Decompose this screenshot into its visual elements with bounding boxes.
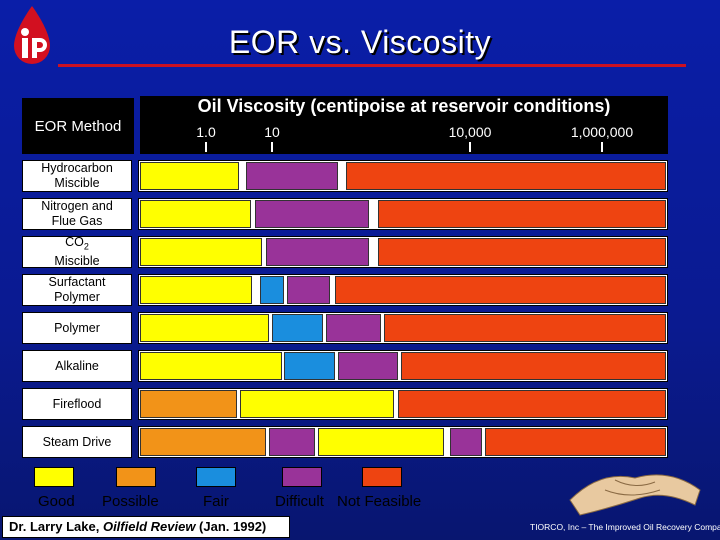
x-tick-label: 1,000,000 bbox=[570, 124, 634, 140]
bar-segment-not-feasible bbox=[377, 200, 666, 228]
bar-segment-difficult bbox=[325, 314, 382, 342]
legend-swatch bbox=[282, 467, 322, 487]
x-tick-mark bbox=[205, 142, 207, 152]
row-label-line: Polymer bbox=[54, 320, 100, 335]
bar-segment-not-feasible bbox=[377, 238, 666, 266]
bar-segment-good bbox=[140, 276, 253, 304]
row-label-line: Polymer bbox=[54, 290, 100, 304]
company-logo bbox=[14, 6, 50, 64]
row-label: Fireflood bbox=[22, 388, 132, 420]
x-tick-mark bbox=[271, 142, 273, 152]
bar-segment-difficult bbox=[287, 276, 330, 304]
row-label-text: Surfactant Polymer bbox=[49, 275, 106, 305]
bar-segment-good bbox=[140, 314, 269, 342]
bar-segment-not-feasible bbox=[400, 352, 666, 380]
bar-segment-good bbox=[240, 390, 394, 418]
legend-label: Not Feasible bbox=[337, 493, 422, 510]
row-label-text: Hydrocarbon Miscible bbox=[41, 161, 113, 191]
axis-header: Oil Viscosity (centipoise at reservoir c… bbox=[140, 96, 668, 154]
row-label-line: Miscible bbox=[54, 254, 100, 269]
title-divider bbox=[58, 64, 686, 67]
x-tick-mark bbox=[469, 142, 471, 152]
x-tick-label: 1.0 bbox=[196, 124, 216, 140]
legend-swatch bbox=[362, 467, 402, 487]
legend-label: Fair bbox=[203, 493, 229, 510]
row-label-line: Steam Drive bbox=[42, 434, 112, 449]
row-label-text: CO2 Miscible bbox=[54, 235, 99, 270]
x-tick-mark bbox=[601, 142, 603, 152]
citation-author: Dr. Larry Lake, bbox=[9, 519, 103, 534]
row-label: Polymer bbox=[22, 312, 132, 344]
bar-segment-not-feasible bbox=[345, 162, 666, 190]
row-label-text: Polymer bbox=[54, 321, 100, 336]
bar-segment-difficult bbox=[450, 428, 482, 456]
legend-swatch bbox=[116, 467, 156, 487]
bar-segment-difficult bbox=[245, 162, 338, 190]
row-label-line: Miscible bbox=[54, 176, 100, 190]
citation-date: (Jan. 1992) bbox=[195, 519, 267, 534]
bar-segment-difficult bbox=[254, 200, 370, 228]
legend-swatch bbox=[34, 467, 74, 487]
row-label: Steam Drive bbox=[22, 426, 132, 458]
legend-label: Good bbox=[38, 493, 75, 510]
bar-segment-difficult bbox=[268, 428, 316, 456]
bar-segment-not-feasible bbox=[485, 428, 666, 456]
bar-segment-difficult bbox=[338, 352, 398, 380]
bar-segment-difficult bbox=[265, 238, 370, 266]
x-axis-title: Oil Viscosity (centipoise at reservoir c… bbox=[197, 96, 611, 116]
bar-segment-fair bbox=[259, 276, 284, 304]
bar-segment-not-feasible bbox=[397, 390, 666, 418]
bar-segment-not-feasible bbox=[384, 314, 666, 342]
row-label-line: Hydrocarbon bbox=[41, 161, 113, 175]
x-tick-label: 10 bbox=[264, 124, 280, 140]
row-label-text: Alkaline bbox=[55, 359, 99, 374]
bar-segment-fair bbox=[272, 314, 324, 342]
row-label-line: Fireflood bbox=[52, 396, 102, 411]
footer-text: TIORCO, Inc – The Improved Oil Recovery … bbox=[530, 522, 720, 532]
bar-segment-good bbox=[140, 162, 240, 190]
row-label: Alkaline bbox=[22, 350, 132, 382]
row-label-line: Nitrogen and bbox=[41, 199, 113, 213]
legend-label: Possible bbox=[102, 493, 159, 510]
bar-segment-good bbox=[140, 238, 262, 266]
bar-segment-possible bbox=[140, 390, 238, 418]
bar-segment-not-feasible bbox=[334, 276, 666, 304]
row-label-line: Surfactant bbox=[48, 275, 106, 289]
row-label: Nitrogen and Flue Gas bbox=[22, 198, 132, 230]
row-label-line: Flue Gas bbox=[51, 214, 103, 228]
bar-segment-good bbox=[140, 352, 282, 380]
legend-swatch bbox=[196, 467, 236, 487]
row-label-subscript: 2 bbox=[83, 241, 89, 252]
x-tick-label: 10,000 bbox=[448, 124, 492, 140]
citation-journal: Oilfield Review bbox=[102, 519, 196, 534]
bar-segment-good bbox=[140, 200, 251, 228]
row-label-line: CO bbox=[65, 234, 84, 249]
row-label-text: Steam Drive bbox=[43, 435, 112, 450]
row-label-line: Alkaline bbox=[55, 358, 99, 373]
row-label: Surfactant Polymer bbox=[22, 274, 132, 306]
page-title: EOR vs. Viscosity bbox=[228, 24, 492, 60]
citation: Dr. Larry Lake, Oilfield Review (Jan. 19… bbox=[2, 516, 290, 538]
row-label: Hydrocarbon Miscible bbox=[22, 160, 132, 192]
row-label: CO2 Miscible bbox=[22, 235, 132, 270]
bar-segment-fair bbox=[283, 352, 335, 380]
row-label-text: Nitrogen and Flue Gas bbox=[41, 199, 113, 229]
row-label-text: Fireflood bbox=[53, 397, 102, 412]
legend-label: Difficult bbox=[275, 493, 324, 510]
bar-segment-good bbox=[318, 428, 444, 456]
handshake-image bbox=[569, 474, 701, 516]
column-header-eor-method: EOR Method bbox=[22, 98, 134, 154]
bar-segment-possible bbox=[140, 428, 266, 456]
